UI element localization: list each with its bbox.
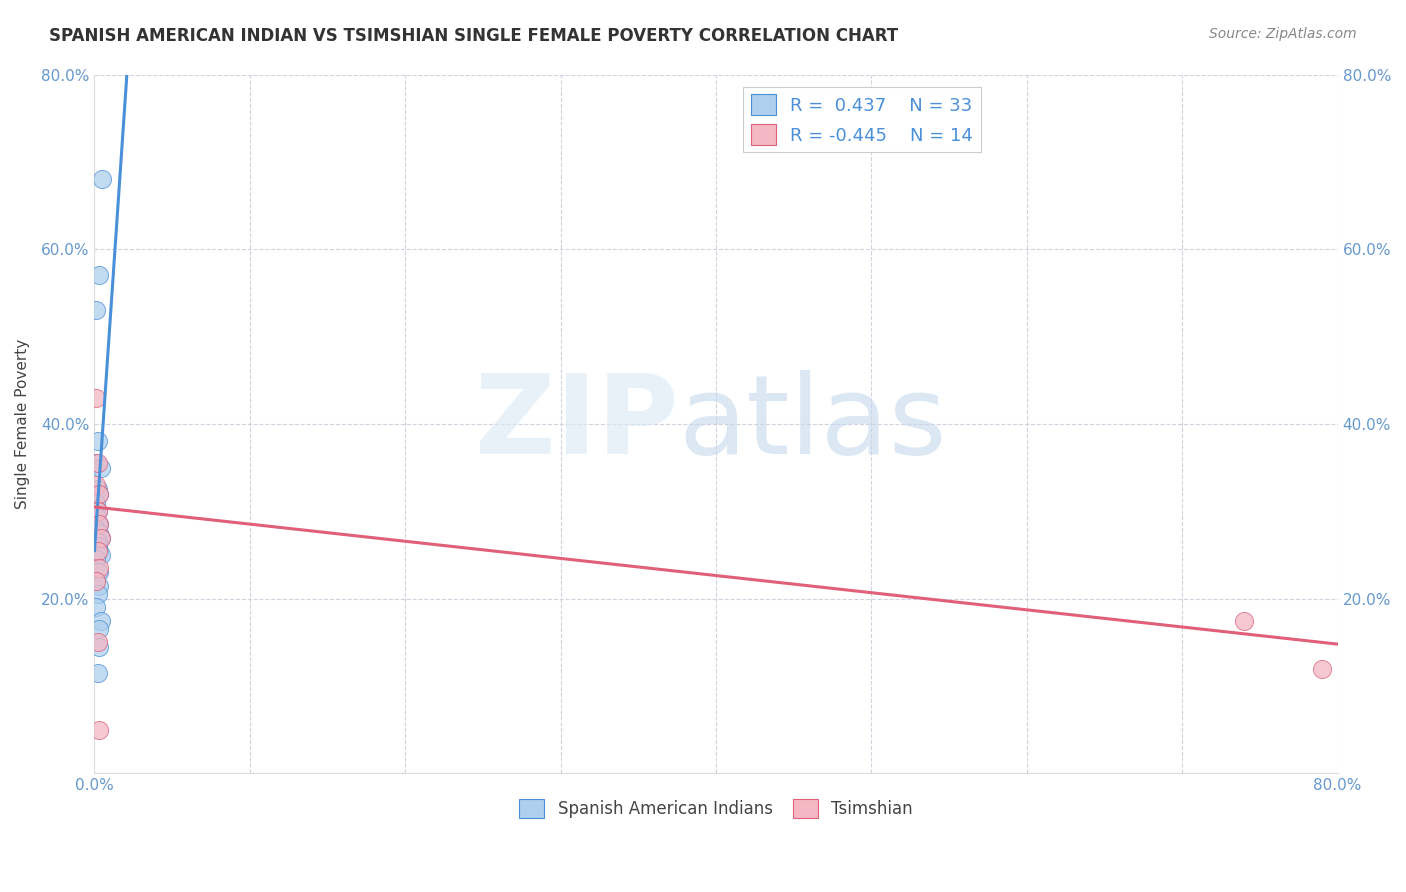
Point (91, 172, 114, 186)
Point (86, 434, 108, 449)
Text: SPANISH AMERICAN INDIAN VS TSIMSHIAN SINGLE FEMALE POVERTY CORRELATION CHART: SPANISH AMERICAN INDIAN VS TSIMSHIAN SIN… (49, 27, 898, 45)
Point (86, 566, 108, 580)
Point (86, 483, 108, 497)
Point (84, 391, 107, 405)
Point (86, 517, 108, 532)
Text: ZIP: ZIP (475, 370, 679, 477)
Point (86, 635, 108, 649)
Point (89, 268, 111, 283)
Point (1310, 662, 1333, 676)
Point (86, 665, 108, 680)
Point (84, 478, 107, 492)
Point (89, 561, 111, 575)
Point (89, 622, 111, 636)
Point (86, 504, 108, 518)
Point (84, 574, 107, 589)
Point (86, 539, 108, 553)
Point (89, 487, 111, 501)
Point (89, 723, 111, 737)
Point (84, 574, 107, 589)
Point (89, 526, 111, 541)
Point (84, 539, 107, 553)
Legend: Spanish American Indians, Tsimshian: Spanish American Indians, Tsimshian (513, 792, 920, 824)
Point (84, 456, 107, 470)
Point (89, 579, 111, 593)
Point (90, 614, 112, 628)
Point (86, 587, 108, 601)
Point (89, 517, 111, 532)
Point (90, 460, 112, 475)
Point (86, 543, 108, 558)
Point (84, 552, 107, 566)
Point (84, 508, 107, 523)
Point (84, 600, 107, 615)
Point (86, 456, 108, 470)
Point (90, 531, 112, 545)
Point (90, 531, 112, 545)
Point (84, 495, 107, 509)
Point (86, 535, 108, 549)
Point (89, 543, 111, 558)
Text: atlas: atlas (679, 370, 948, 477)
Point (89, 517, 111, 532)
Y-axis label: Single Female Poverty: Single Female Poverty (15, 339, 30, 509)
Point (84, 522, 107, 536)
Point (86, 504, 108, 518)
Point (89, 566, 111, 580)
Point (1233, 614, 1256, 628)
Point (118, 41, 141, 55)
Point (90, 548, 112, 562)
Point (84, 303, 107, 318)
Text: Source: ZipAtlas.com: Source: ZipAtlas.com (1209, 27, 1357, 41)
Point (89, 487, 111, 501)
Point (89, 640, 111, 654)
